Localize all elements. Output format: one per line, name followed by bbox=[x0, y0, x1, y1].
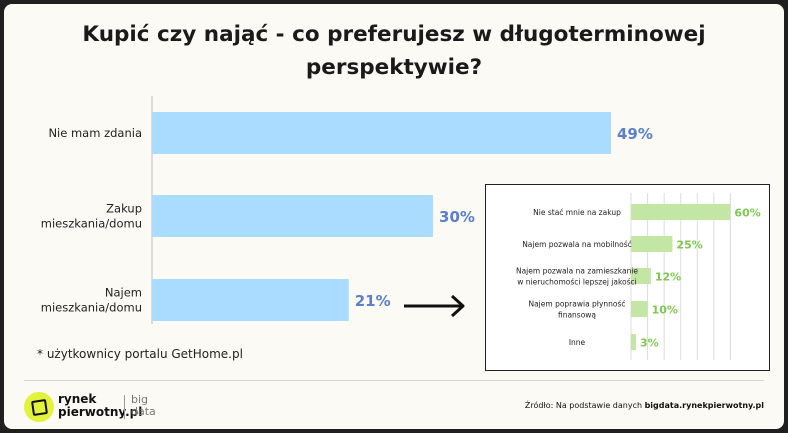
bar-inset-0 bbox=[631, 204, 731, 220]
category-label-main-1-0: Zakup bbox=[106, 202, 142, 216]
chart-title: Kupić czy nająć - co preferujesz w długo… bbox=[4, 18, 784, 84]
bar-inset-1 bbox=[631, 236, 673, 252]
logo-name: rynek pierwotny.pl bbox=[58, 393, 142, 419]
logo-sub: big data bbox=[131, 394, 156, 418]
logo-divider bbox=[124, 395, 125, 419]
bar-inset-4 bbox=[631, 334, 636, 350]
source-note: Źródło: Na podstawie danych bigdata.ryne… bbox=[525, 401, 764, 410]
value-label-inset-1: 25% bbox=[676, 239, 702, 252]
source-prefix: Źródło: Na podstawie danych bbox=[524, 401, 645, 410]
value-label-main-0: 49% bbox=[617, 125, 653, 143]
category-label-inset-2-1: w nieruchomości lepszej jakości bbox=[517, 278, 637, 287]
logo-name-line-2: pierwotny.pl bbox=[58, 405, 143, 419]
bar-main-2 bbox=[152, 279, 349, 321]
value-label-inset-2: 12% bbox=[655, 271, 681, 284]
logo-sub-line-2: data bbox=[131, 405, 156, 418]
arrow-right-icon bbox=[404, 294, 465, 318]
main-bar-chart: 49%Nie mam zdania30%Zakupmieszkania/domu… bbox=[41, 96, 653, 324]
inset-chart-box: 60% Nie stać mnie na zakup 25% Najem pozwal… bbox=[485, 184, 770, 371]
source-link: bigdata.rynekpierwotny.pl bbox=[644, 401, 764, 410]
value-label-inset-3: 10% bbox=[652, 304, 678, 317]
value-label-main-1: 30% bbox=[439, 208, 475, 226]
title-line-2: perspektywie? bbox=[305, 55, 483, 80]
category-label-main-1-1: mieszkania/domu bbox=[41, 217, 142, 231]
inset-bar-chart: 60% Nie stać mnie na zakup 25% Najem pozwal… bbox=[516, 193, 761, 360]
footer-divider bbox=[24, 380, 764, 381]
category-label-inset-3-0: Najem poprawia płynność bbox=[528, 300, 625, 309]
logo-sub-line-1: big bbox=[131, 393, 149, 406]
category-label-main-2-1: mieszkania/domu bbox=[41, 301, 142, 315]
bar-inset-2 bbox=[631, 268, 651, 284]
title-line-1: Kupić czy nająć - co preferujesz w długo… bbox=[82, 22, 706, 47]
category-label-inset-4-0: Inne bbox=[569, 338, 586, 347]
logo-mark-icon bbox=[24, 392, 54, 422]
bar-main-0 bbox=[152, 112, 611, 154]
category-label-inset-1-0: Najem pozwala na mobilność bbox=[522, 240, 632, 249]
bar-inset-3 bbox=[631, 301, 648, 317]
value-label-main-2: 21% bbox=[355, 292, 391, 310]
category-label-main-2-0: Najem bbox=[105, 286, 142, 300]
bar-main-1 bbox=[152, 195, 434, 237]
category-label-main-0-0: Nie mam zdania bbox=[48, 126, 142, 140]
value-label-inset-4: 3% bbox=[640, 337, 659, 350]
infographic-frame: Kupić czy nająć - co preferujesz w długo… bbox=[4, 4, 784, 429]
value-label-inset-0: 60% bbox=[734, 207, 760, 220]
footnote: * użytkownicy portalu GetHome.pl bbox=[37, 347, 243, 361]
logo-name-line-1: rynek bbox=[58, 392, 97, 406]
category-label-inset-3-1: finansową bbox=[558, 311, 596, 320]
category-label-inset-0-0: Nie stać mnie na zakup bbox=[533, 208, 621, 217]
category-label-inset-2-0: Najem pozwala na zamieszkanie bbox=[516, 267, 638, 276]
